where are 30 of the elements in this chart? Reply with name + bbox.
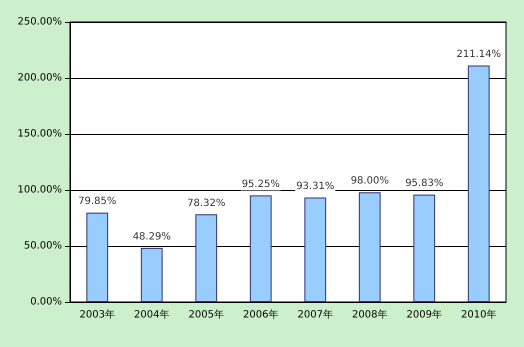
- x-tick-label: 2003年: [80, 308, 115, 320]
- data-label: 79.85%: [78, 196, 116, 208]
- y-tick-label: 50.00%: [24, 240, 62, 252]
- data-label: 95.25%: [242, 178, 280, 190]
- bar: [195, 214, 218, 302]
- bar: [358, 192, 381, 302]
- bar: [413, 194, 436, 302]
- y-tick-label: 100.00%: [18, 184, 62, 196]
- bar: [86, 212, 108, 302]
- data-label: 78.32%: [187, 198, 226, 209]
- x-tick-label: 2007年: [298, 308, 333, 320]
- x-tick-label: 2008年: [352, 308, 388, 320]
- bar: [468, 66, 490, 302]
- data-label: 95.83%: [405, 178, 444, 190]
- x-tick-label: 2005年: [188, 308, 224, 320]
- x-tick-label: 2006年: [243, 308, 278, 320]
- y-tick-label: 150.00%: [18, 128, 62, 140]
- bar: [250, 195, 272, 302]
- y-tick-label: 0.00%: [30, 296, 62, 308]
- data-label: 211.14%: [456, 49, 501, 60]
- bar: [304, 197, 326, 302]
- x-tick-label: 2009年: [406, 308, 442, 320]
- y-tick-label: 250.00%: [18, 16, 62, 28]
- x-tick-label: 2010年: [461, 308, 496, 320]
- y-tick-label: 200.00%: [18, 72, 62, 84]
- data-label: 93.31%: [296, 180, 334, 192]
- x-tick-label: 2004年: [134, 308, 170, 320]
- bar: [140, 248, 163, 302]
- data-label: 98.00%: [350, 176, 389, 187]
- data-label: 48.29%: [132, 231, 171, 242]
